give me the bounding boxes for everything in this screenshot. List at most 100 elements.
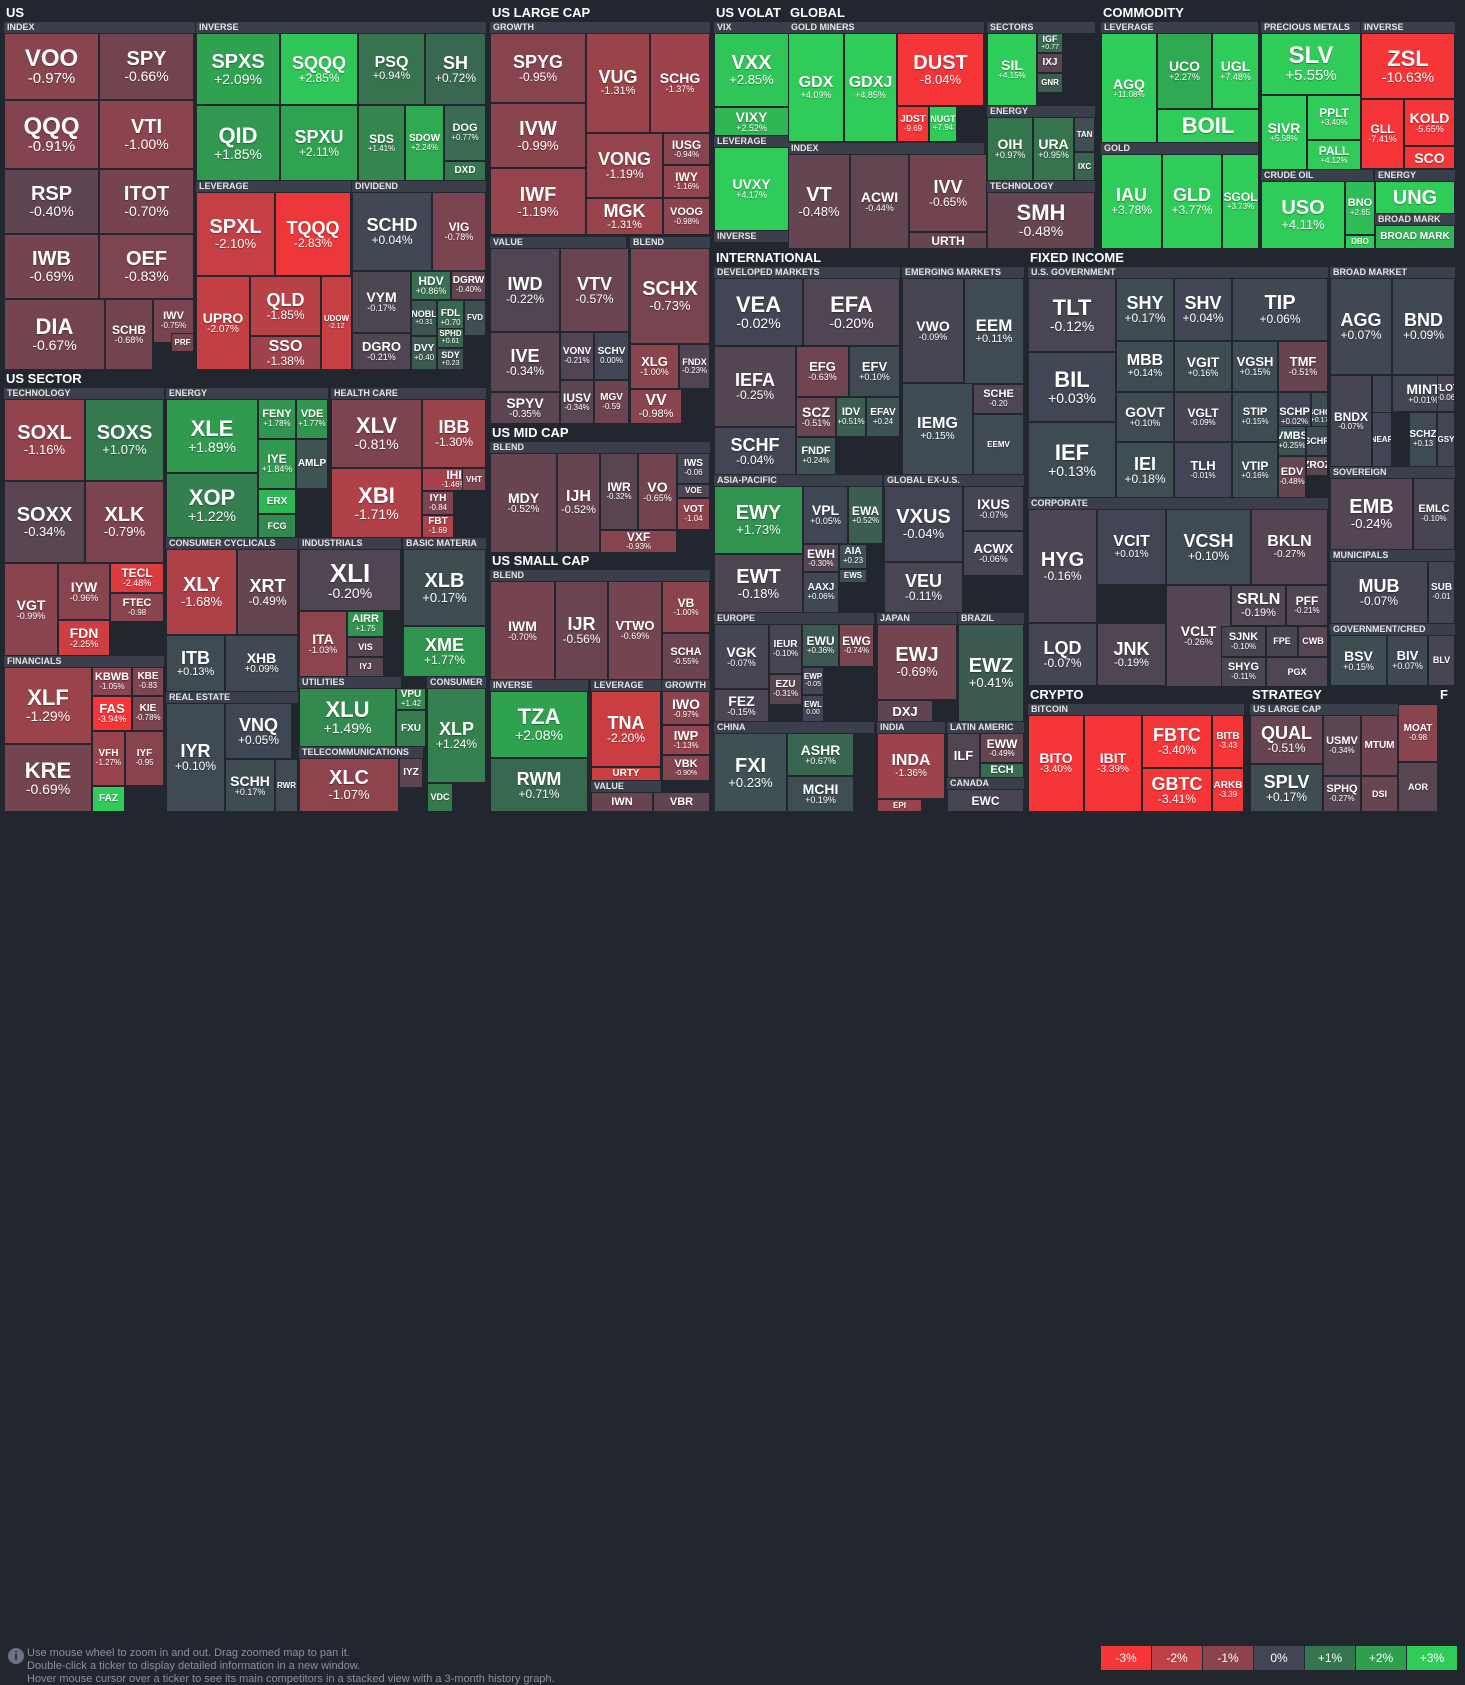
group-us-large-cap[interactable]: US LARGE CAP — [1250, 704, 1398, 715]
tile-ewa[interactable]: EWA +0.52% — [848, 486, 883, 544]
tile-iye[interactable]: IYE +1.84% — [258, 439, 296, 489]
group-gold[interactable]: GOLD — [1101, 143, 1258, 154]
tile-soxs[interactable]: SOXS +1.07% — [85, 399, 164, 481]
tile-urty[interactable]: URTY — [591, 767, 661, 781]
tile-hyg[interactable]: HYG -0.16% — [1028, 509, 1097, 623]
tile-gsy[interactable]: GSY — [1437, 412, 1455, 467]
tile-rwr[interactable]: RWR — [275, 759, 298, 812]
tile-vo[interactable]: VO -0.65% — [638, 453, 677, 530]
tile-mbb[interactable]: MBB +0.14% — [1116, 341, 1174, 392]
tile-dbo[interactable]: DBO — [1345, 235, 1375, 249]
tile-gdxj[interactable]: GDXJ +4.85% — [844, 33, 897, 142]
tile-upro[interactable]: UPRO -2.07% — [196, 276, 250, 370]
tile-aia[interactable]: AIA +0.23 — [839, 544, 867, 569]
tile-sjnk[interactable]: SJNK -0.10% — [1221, 626, 1266, 657]
group-telecommunications[interactable]: TELECOMMUNICATIONS — [299, 747, 423, 758]
tile-dgro[interactable]: DGRO -0.21% — [352, 333, 411, 370]
tile-bkln[interactable]: BKLN -0.27% — [1251, 509, 1328, 585]
tile-dgrw[interactable]: DGRW -0.40% — [451, 271, 486, 300]
tile-voog[interactable]: VOOG -0.98% — [663, 198, 710, 235]
tile-soxx[interactable]: SOXX -0.34% — [4, 481, 85, 563]
tile-vea[interactable]: VEA -0.02% — [714, 278, 803, 346]
group-utilities[interactable]: UTILITIES — [299, 677, 401, 688]
tile-scz[interactable]: SCZ -0.51% — [796, 397, 836, 437]
tile-ews[interactable]: EWS — [839, 569, 867, 583]
tile-vcit[interactable]: VCIT +0.01% — [1097, 509, 1166, 585]
group-health-care[interactable]: HEALTH CARE — [331, 388, 486, 399]
tile-ewg[interactable]: EWG -0.74% — [839, 624, 874, 667]
group-energy[interactable]: ENERGY — [1375, 170, 1455, 181]
tile-dxd[interactable]: DXD — [444, 161, 486, 181]
tile-ftec[interactable]: FTEC -0.98 — [110, 593, 164, 622]
tile-efv[interactable]: EFV +0.10% — [849, 346, 900, 397]
tile-sqqq[interactable]: SQQQ +2.85% — [280, 33, 358, 105]
tile-tlt[interactable]: TLT -0.12% — [1028, 278, 1116, 352]
tile-sub[interactable]: SUB -0.01 — [1428, 561, 1455, 624]
tile-xrt[interactable]: XRT -0.49% — [237, 549, 298, 635]
tile-zsl[interactable]: ZSL -10.63% — [1361, 33, 1455, 99]
group-corporate[interactable]: CORPORATE — [1028, 498, 1328, 509]
tile-vot[interactable]: VOT -1.04 — [677, 498, 710, 530]
tile-aaxj[interactable]: AAXJ +0.06% — [803, 572, 839, 613]
group-energy[interactable]: ENERGY — [987, 106, 1095, 117]
tile-ashr[interactable]: ASHR +0.67% — [787, 733, 854, 776]
group-financials[interactable]: FINANCIALS — [4, 656, 164, 667]
group-technology[interactable]: TECHNOLOGY — [987, 181, 1095, 192]
tile-fcg[interactable]: FCG — [258, 514, 296, 538]
tile-iyr[interactable]: IYR +0.10% — [166, 703, 225, 812]
tile-moat[interactable]: MOAT -0.98 — [1398, 704, 1438, 762]
tile-ivw[interactable]: IVW -0.99% — [490, 103, 586, 168]
tile-ewh[interactable]: EWH -0.30% — [803, 544, 839, 572]
tile-dxj[interactable]: DXJ — [877, 700, 933, 722]
tile-fvd[interactable]: FVD — [464, 300, 486, 336]
tile-tecl[interactable]: TECL -2.48% — [110, 563, 164, 593]
tile-ita[interactable]: ITA -1.03% — [299, 611, 347, 677]
tile-feny[interactable]: FENY +1.78% — [258, 399, 296, 439]
tile-vgsh[interactable]: VGSH +0.15% — [1232, 341, 1278, 392]
tile-sil[interactable]: SIL +4.15% — [987, 33, 1037, 106]
section-us-sector[interactable]: US SECTOR — [6, 371, 82, 386]
tile-agq[interactable]: AGQ +11.08% — [1101, 33, 1157, 143]
tile-emlc[interactable]: EMLC -0.10% — [1413, 478, 1455, 550]
tile-schg[interactable]: SCHG -1.37% — [650, 33, 710, 133]
tile-erx[interactable]: ERX — [258, 489, 296, 514]
tile-blv[interactable]: BLV — [1428, 635, 1455, 686]
tile-mub[interactable]: MUB -0.07% — [1330, 561, 1428, 624]
section-us-large-cap[interactable]: US LARGE CAP — [492, 5, 591, 20]
tile-iau[interactable]: IAU +3.78% — [1101, 154, 1162, 249]
tile-mchi[interactable]: MCHI +0.19% — [787, 776, 854, 812]
tile-ura[interactable]: URA +0.95% — [1033, 117, 1074, 181]
tile-rsp[interactable]: RSP -0.40% — [4, 169, 99, 234]
tile-spyv[interactable]: SPYV -0.35% — [490, 392, 560, 424]
tile-iwy[interactable]: IWY -1.16% — [663, 165, 710, 198]
tile-ugl[interactable]: UGL +7.48% — [1212, 33, 1259, 109]
tile-sphd[interactable]: SPHD +0.61 — [437, 328, 464, 348]
tile-shv[interactable]: SHV +0.04% — [1174, 278, 1232, 341]
tile-amlp[interactable]: AMLP — [296, 439, 328, 489]
group-consumer[interactable]: CONSUMER — [427, 677, 486, 688]
tile-spxs[interactable]: SPXS +2.09% — [196, 33, 280, 105]
tile-vmbs[interactable]: VMBS+0.25% — [1278, 426, 1306, 456]
tile-xlp[interactable]: XLP +1.24% — [427, 688, 486, 783]
tile-iwb[interactable]: IWB -0.69% — [4, 234, 99, 299]
tile-govt[interactable]: GOVT +0.10% — [1116, 392, 1174, 442]
tile-vglt[interactable]: VGLT -0.09% — [1174, 392, 1232, 442]
tile-dvy[interactable]: DVY +0.40 — [411, 336, 437, 370]
tile-spxu[interactable]: SPXU +2.11% — [280, 105, 358, 181]
tile-sso[interactable]: SSO -1.38% — [250, 336, 321, 370]
tile-mdy[interactable]: MDY -0.52% — [490, 453, 557, 553]
tile-iwd[interactable]: IWD -0.22% — [490, 248, 560, 332]
tile-emb[interactable]: EMB -0.24% — [1330, 478, 1413, 550]
tile-voe[interactable]: VOE — [677, 484, 710, 498]
tile-kold[interactable]: KOLD -5.65% — [1404, 99, 1455, 146]
tile-iyh[interactable]: IYH -0.84 — [422, 491, 454, 515]
tile-vcsh[interactable]: VCSH +0.10% — [1166, 509, 1251, 585]
tile-oih[interactable]: OIH +0.97% — [987, 117, 1033, 181]
tile-iwo[interactable]: IWO -0.97% — [662, 691, 710, 725]
tile-vong[interactable]: VONG -1.19% — [586, 133, 663, 198]
tile-vfh[interactable]: VFH -1.27% — [92, 731, 125, 786]
tile-vdc[interactable]: VDC — [427, 783, 453, 812]
tile-aor[interactable]: AOR — [1398, 762, 1438, 812]
tile-ijr[interactable]: IJR -0.56% — [555, 581, 608, 680]
tile-mgk[interactable]: MGK -1.31% — [586, 198, 663, 235]
